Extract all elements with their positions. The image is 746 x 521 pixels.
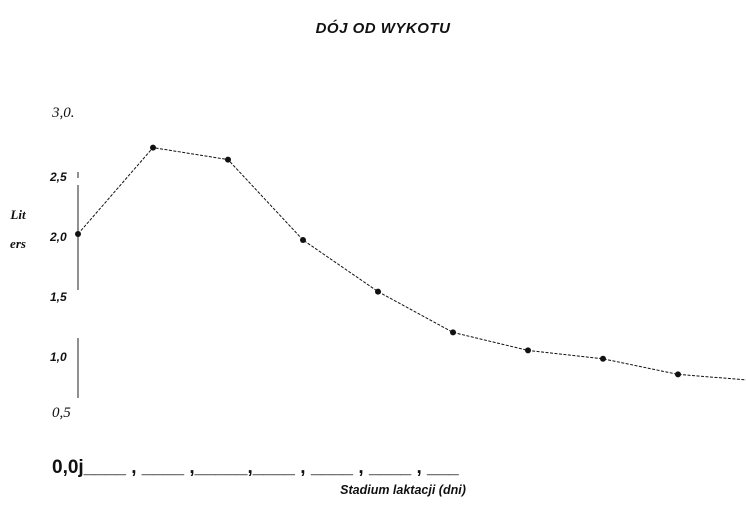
y-tick-label: 3,0. xyxy=(52,105,75,121)
data-point xyxy=(75,231,81,237)
data-point xyxy=(300,237,306,243)
y-tick-label: 0,5 xyxy=(52,405,71,421)
y-axis-label: Liters xyxy=(10,207,26,251)
data-point xyxy=(600,355,606,362)
y-tick-label: 1,5 xyxy=(50,290,67,304)
data-point xyxy=(225,156,231,163)
series-line xyxy=(77,147,746,381)
y-tick-label: 2,5 xyxy=(50,170,67,184)
y-tick-label: 1,0 xyxy=(50,350,67,364)
chart-title: DÓJ OD WYKOTU xyxy=(315,20,451,37)
data-point xyxy=(450,329,456,336)
data-point xyxy=(675,371,681,378)
data-point xyxy=(375,288,381,295)
data-point xyxy=(150,144,156,151)
data-point xyxy=(525,347,531,354)
x-axis-label: Stadium laktacji (dni) xyxy=(340,483,466,497)
x-axis-tick-row: 0,0j____ , ____ ,_____,____ , ____ , ___… xyxy=(52,457,459,478)
y-tick-label: 2,0 xyxy=(50,230,67,244)
